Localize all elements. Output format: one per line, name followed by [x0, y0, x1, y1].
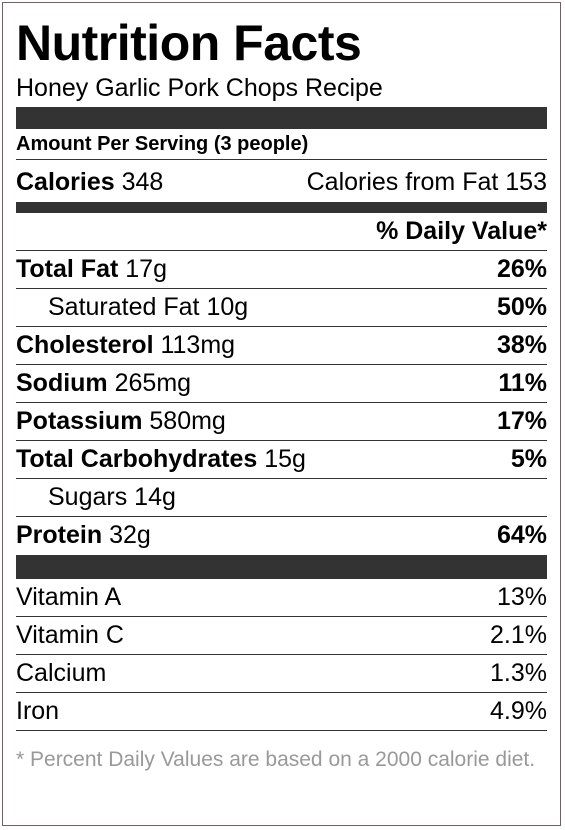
serving-row: Amount Per Serving (3 people) — [16, 129, 547, 160]
nutrient-label: Sugars — [48, 483, 128, 511]
nutrient-daily-value: 64% — [496, 521, 547, 549]
nutrient-name-cell: Potassium 580mg — [16, 407, 226, 436]
nutrient-amount: 10g — [206, 293, 249, 321]
nutrient-name-cell: Cholesterol 113mg — [16, 331, 235, 360]
footnote: * Percent Daily Values are based on a 20… — [16, 748, 536, 771]
nutrient-label: Protein — [16, 521, 103, 549]
nutrient-row-cholesterol: Cholesterol 113mg 38% — [16, 327, 547, 365]
fat-calories-value: 153 — [505, 167, 547, 196]
vitamin-daily-value: 13% — [496, 583, 547, 611]
vitamin-row-vitamin-c: Vitamin C 2.1% — [16, 617, 547, 655]
nutrient-label: Sodium — [16, 369, 108, 397]
nutrient-daily-value: 38% — [496, 331, 547, 359]
nutrient-daily-value: 50% — [496, 293, 547, 321]
nutrient-amount: 113mg — [160, 331, 236, 359]
fat-calories-cell: Calories from Fat 153 — [307, 168, 547, 197]
calories-label: Calories — [16, 167, 115, 196]
daily-value-header-row: % Daily Value* — [16, 213, 547, 251]
vitamin-row-vitamin-a: Vitamin A 13% — [16, 579, 547, 617]
thick-divider — [16, 107, 547, 129]
daily-value-header: % Daily Value* — [376, 217, 547, 245]
recipe-name: Honey Garlic Pork Chops Recipe — [16, 74, 383, 102]
nutrient-row-sugars: Sugars 14g — [16, 479, 547, 517]
nutrient-amount: 14g — [134, 483, 176, 511]
serving-text: Amount Per Serving (3 people) — [16, 132, 309, 155]
vitamin-label: Iron — [16, 697, 60, 725]
nutrient-row-potassium: Potassium 580mg 17% — [16, 403, 547, 441]
nutrient-daily-value: 11% — [498, 369, 547, 397]
nutrient-label: Saturated Fat — [48, 293, 200, 321]
nutrient-name-cell: Sodium 265mg — [16, 369, 191, 398]
nutrient-label: Potassium — [16, 407, 143, 435]
nutrient-daily-value: 5% — [510, 445, 547, 473]
nutrient-row-protein: Protein 32g 64% — [16, 517, 547, 554]
vitamin-label: Calcium — [16, 659, 107, 687]
nutrient-row-sodium: Sodium 265mg 11% — [16, 365, 547, 403]
vitamin-row-iron: Iron 4.9% — [16, 693, 547, 731]
nutrient-amount: 17g — [125, 255, 167, 283]
medium-divider — [16, 202, 547, 213]
nutrient-name-cell: Total Fat 17g — [16, 255, 167, 284]
vitamin-row-calcium: Calcium 1.3% — [16, 655, 547, 693]
label-title: Nutrition Facts — [16, 15, 362, 71]
vitamin-daily-value: 2.1% — [490, 621, 547, 649]
nutrient-amount: 15g — [264, 445, 306, 473]
fat-calories-label: Calories from Fat — [306, 167, 499, 196]
calories-value: 348 — [121, 167, 164, 196]
vitamin-daily-value: 4.9% — [490, 697, 547, 725]
nutrient-name-cell: Protein 32g — [16, 521, 151, 550]
nutrient-daily-value: 26% — [496, 255, 547, 283]
nutrient-amount: 265mg — [114, 369, 192, 397]
nutrient-amount: 32g — [109, 521, 151, 549]
calories-row: Calories 348 Calories from Fat 153 — [16, 162, 547, 202]
nutrient-name-cell: Sugars 14g — [16, 483, 176, 512]
nutrient-label: Total Fat — [16, 255, 119, 283]
nutrient-daily-value: 17% — [496, 407, 547, 435]
nutrient-label: Cholesterol — [16, 331, 154, 359]
nutrient-label: Total Carbohydrates — [16, 445, 258, 473]
nutrient-name-cell: Total Carbohydrates 15g — [16, 445, 306, 474]
vitamin-daily-value: 1.3% — [490, 659, 547, 687]
nutrient-row-total-carbohydrates: Total Carbohydrates 15g 5% — [16, 441, 547, 479]
nutrient-row-saturated-fat: Saturated Fat 10g 50% — [16, 289, 547, 327]
calories-cell: Calories 348 — [16, 168, 163, 197]
thick-divider — [16, 555, 547, 579]
nutrient-amount: 580mg — [149, 407, 226, 435]
nutrient-row-total-fat: Total Fat 17g 26% — [16, 251, 547, 289]
vitamin-label: Vitamin C — [16, 621, 124, 649]
vitamin-label: Vitamin A — [16, 583, 122, 611]
nutrient-name-cell: Saturated Fat 10g — [16, 293, 248, 322]
